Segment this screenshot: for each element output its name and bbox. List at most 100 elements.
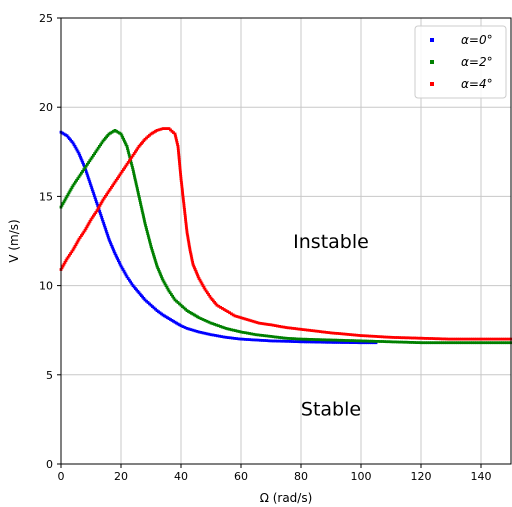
data-point	[93, 152, 96, 155]
data-point	[151, 250, 155, 254]
data-point	[466, 341, 470, 345]
data-point	[196, 275, 200, 279]
data-point	[406, 336, 410, 340]
data-point	[160, 312, 163, 316]
data-point	[376, 340, 380, 343]
data-point	[486, 337, 489, 341]
data-point	[203, 319, 207, 322]
data-point	[184, 222, 188, 226]
data-point	[180, 183, 184, 187]
data-point	[288, 337, 292, 340]
data-point	[265, 334, 269, 338]
data-point	[130, 164, 134, 167]
data-point	[191, 328, 195, 332]
data-point	[152, 252, 155, 256]
data-point	[149, 303, 153, 307]
data-point	[402, 336, 406, 340]
data-point	[261, 322, 265, 326]
data-point	[453, 341, 457, 345]
data-point	[443, 341, 446, 345]
x-tick-label: 120	[411, 470, 432, 483]
data-point	[199, 280, 203, 284]
data-point	[383, 340, 386, 343]
data-point	[143, 221, 147, 225]
data-point	[355, 339, 359, 343]
data-point	[325, 338, 329, 342]
data-point	[370, 339, 374, 343]
data-point	[145, 299, 148, 303]
data-point	[164, 284, 168, 287]
data-point	[189, 250, 192, 254]
data-point	[159, 127, 163, 131]
data-point	[449, 337, 453, 341]
data-point	[181, 195, 185, 199]
data-point	[133, 178, 137, 182]
data-point	[231, 336, 234, 340]
data-point	[187, 327, 191, 331]
data-point	[71, 248, 75, 252]
data-point	[182, 203, 186, 207]
data-point	[219, 306, 222, 309]
data-point	[169, 128, 172, 132]
data-point	[142, 215, 145, 219]
data-point	[92, 192, 96, 195]
data-point	[239, 330, 243, 334]
data-point	[177, 149, 180, 153]
data-point	[136, 146, 140, 150]
data-point	[143, 137, 147, 141]
data-point	[80, 234, 83, 237]
data-point	[181, 191, 184, 195]
data-point	[237, 330, 241, 333]
data-point	[235, 315, 239, 318]
y-tick-label: 10	[39, 280, 53, 293]
data-point	[301, 328, 305, 331]
data-point	[498, 337, 502, 341]
data-point	[505, 341, 509, 345]
data-point	[178, 323, 181, 327]
data-point	[263, 322, 267, 326]
data-point	[173, 298, 177, 302]
data-point	[419, 341, 423, 345]
data-point	[353, 341, 356, 344]
data-point	[393, 336, 397, 339]
data-point	[86, 174, 90, 178]
data-point	[180, 187, 184, 191]
data-point	[173, 132, 177, 136]
data-point	[148, 133, 151, 137]
data-point	[197, 330, 201, 334]
data-point	[137, 192, 140, 196]
data-point	[338, 341, 341, 344]
data-point	[370, 341, 374, 345]
data-point	[179, 179, 183, 182]
data-point	[239, 337, 243, 341]
data-point	[157, 128, 161, 132]
data-point	[138, 197, 141, 200]
annotation-instable: Instable	[293, 231, 369, 253]
data-point	[293, 340, 296, 343]
data-point	[107, 132, 111, 136]
data-point	[280, 339, 284, 343]
data-point	[353, 333, 356, 337]
data-point	[475, 337, 479, 341]
data-point	[81, 161, 85, 164]
data-point	[368, 339, 371, 343]
data-point	[201, 284, 205, 287]
data-point	[162, 280, 166, 284]
data-point	[170, 129, 174, 133]
data-point	[141, 213, 145, 217]
data-point	[387, 335, 391, 339]
data-point	[152, 254, 156, 258]
data-point	[185, 232, 189, 236]
data-point	[398, 336, 401, 339]
data-point	[120, 134, 124, 138]
data-point	[505, 337, 509, 341]
data-point	[135, 184, 139, 188]
data-point	[366, 334, 369, 338]
data-point	[269, 335, 273, 338]
data-point	[102, 223, 106, 227]
data-point	[118, 131, 121, 135]
data-point	[299, 337, 303, 341]
data-point	[75, 178, 78, 182]
data-point	[486, 341, 489, 345]
data-point	[370, 334, 374, 338]
